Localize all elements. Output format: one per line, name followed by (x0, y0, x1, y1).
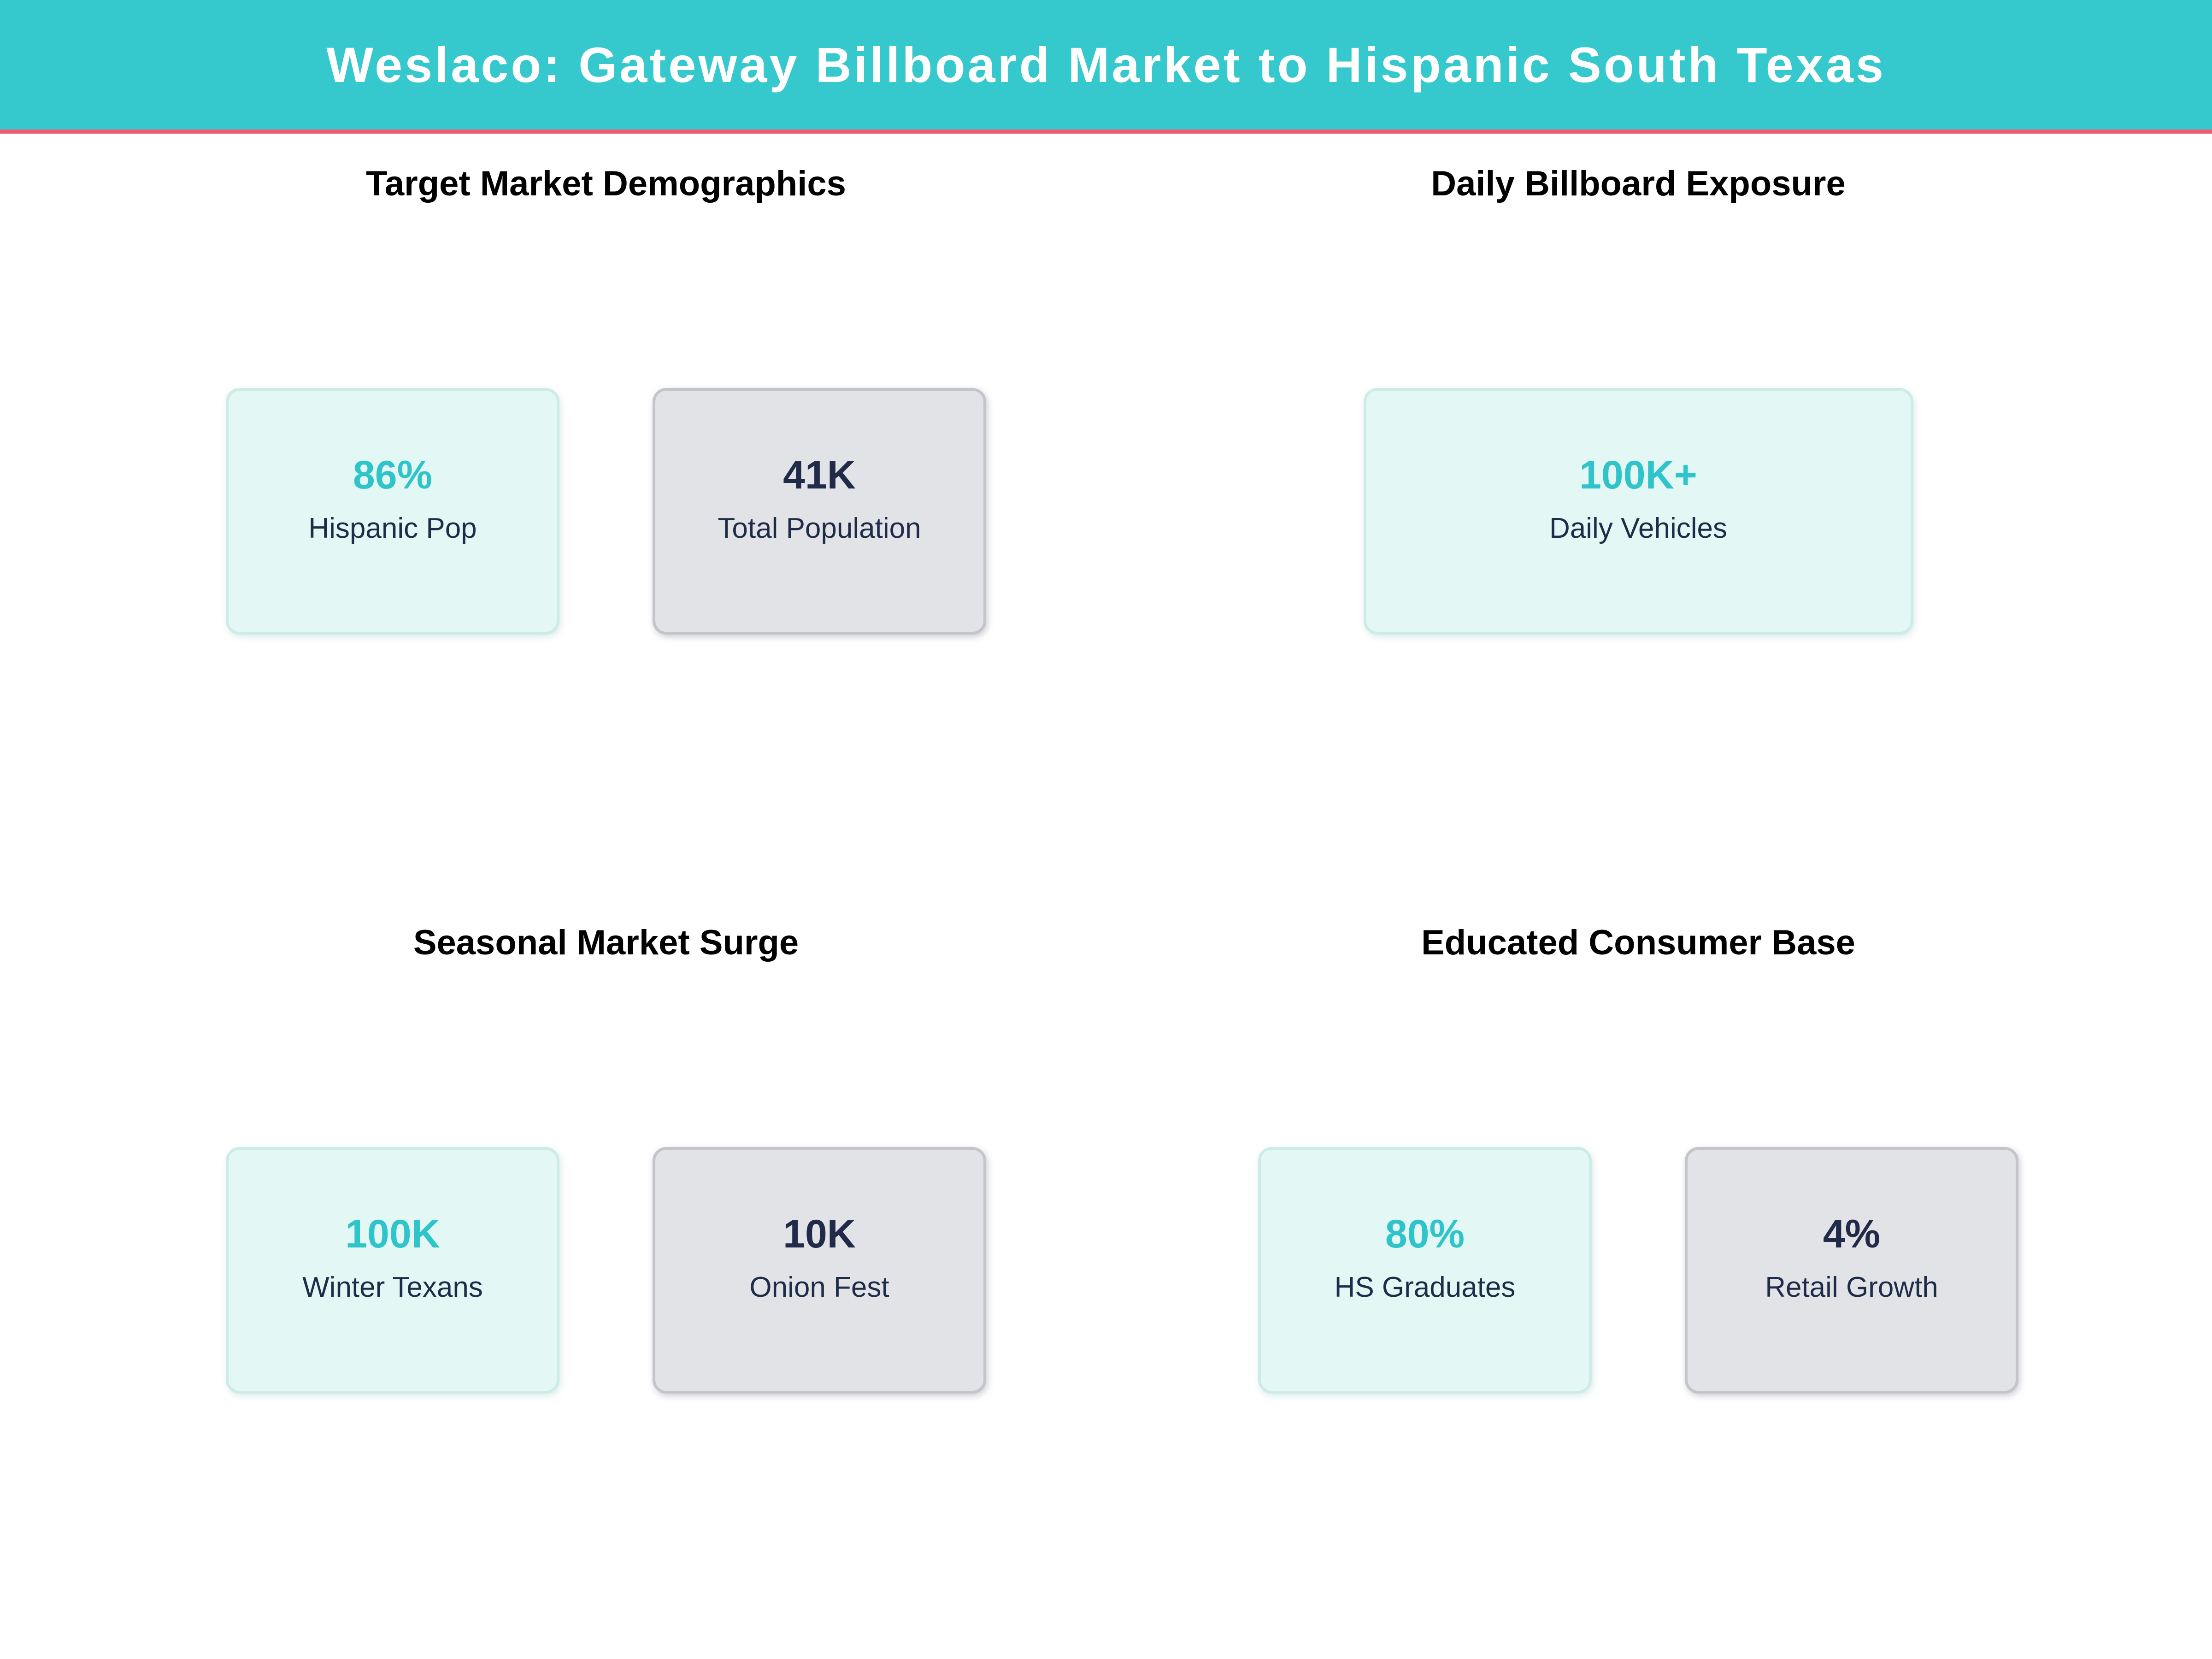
stat-label-retail-growth: Retail Growth (1765, 1271, 1938, 1303)
section-title-daily-billboard-exposure: Daily Billboard Exposure (1431, 164, 1846, 203)
section-title-educated-consumer-base: Educated Consumer Base (1421, 923, 1855, 962)
stat-label-daily-vehicles: Daily Vehicles (1549, 512, 1727, 544)
header-banner: Weslaco: Gateway Billboard Market to His… (0, 0, 2212, 129)
stat-card-onion-fest: 10K Onion Fest (653, 1147, 986, 1394)
card-row: 100K Winter Texans 10K Onion Fest (226, 1147, 986, 1394)
card-row: 86% Hispanic Pop 41K Total Population (226, 388, 986, 635)
section-target-market-demographics: Target Market Demographics 86% Hispanic … (0, 134, 1106, 635)
stat-value-onion-fest: 10K (783, 1212, 856, 1256)
card-row: 80% HS Graduates 4% Retail Growth (1258, 1147, 2018, 1394)
page-title: Weslaco: Gateway Billboard Market to His… (326, 37, 1886, 93)
stat-value-total-population: 41K (783, 453, 856, 497)
stat-card-winter-texans: 100K Winter Texans (226, 1147, 559, 1394)
section-seasonal-market-surge: Seasonal Market Surge 100K Winter Texans… (0, 635, 1106, 1394)
stat-value-daily-vehicles: 100K+ (1579, 453, 1697, 497)
section-educated-consumer-base: Educated Consumer Base 80% HS Graduates … (1106, 635, 2212, 1394)
stat-value-winter-texans: 100K (345, 1212, 440, 1256)
stat-label-hs-graduates: HS Graduates (1334, 1271, 1516, 1303)
card-row: 100K+ Daily Vehicles (1363, 388, 1913, 635)
stat-card-total-population: 41K Total Population (653, 388, 986, 635)
stat-label-total-population: Total Population (718, 512, 921, 544)
stat-card-daily-vehicles: 100K+ Daily Vehicles (1363, 388, 1913, 635)
stat-card-hs-graduates: 80% HS Graduates (1258, 1147, 1592, 1394)
header-accent-line (0, 129, 2212, 134)
stat-value-retail-growth: 4% (1823, 1212, 1881, 1256)
stat-label-onion-fest: Onion Fest (749, 1271, 889, 1303)
stat-value-hispanic-pop: 86% (353, 453, 433, 497)
stat-card-retail-growth: 4% Retail Growth (1685, 1147, 2018, 1394)
section-daily-billboard-exposure: Daily Billboard Exposure 100K+ Daily Veh… (1106, 134, 2212, 635)
section-title-seasonal-market-surge: Seasonal Market Surge (413, 923, 799, 962)
stat-label-winter-texans: Winter Texans (302, 1271, 483, 1303)
section-title-target-market-demographics: Target Market Demographics (366, 164, 846, 203)
stat-card-hispanic-pop: 86% Hispanic Pop (226, 388, 559, 635)
sections-grid: Target Market Demographics 86% Hispanic … (0, 134, 2212, 1394)
stat-label-hispanic-pop: Hispanic Pop (308, 512, 477, 544)
stat-value-hs-graduates: 80% (1385, 1212, 1465, 1256)
